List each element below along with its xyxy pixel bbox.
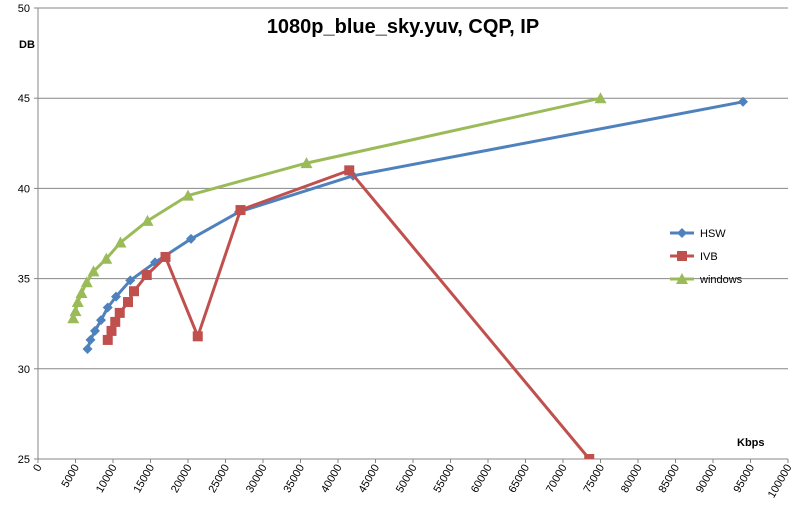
point-windows (182, 189, 194, 201)
point-hsw (111, 291, 121, 302)
point-hsw (82, 343, 93, 354)
point-hsw (96, 315, 106, 326)
x-tick-label: 60000 (469, 463, 495, 495)
point-ivb (114, 307, 125, 318)
x-tick-label: 30000 (244, 463, 270, 495)
point-windows (67, 312, 80, 324)
x-axis-label: Kbps (737, 437, 765, 449)
x-tick-label: 35000 (281, 463, 307, 495)
x-tick-label: 75000 (581, 463, 607, 495)
point-ivb (123, 297, 133, 308)
point-ivb (160, 251, 171, 262)
y-tick-labels: 25 30 35 40 45 50 (18, 3, 30, 466)
x-tick-label: 10000 (94, 463, 120, 495)
point-windows (71, 296, 84, 308)
y-tick-label: 45 (18, 93, 30, 105)
point-windows (594, 92, 607, 104)
x-tick-labels: 0 5000 10000 15000 20000 25000 30000 35000 40000… (31, 463, 794, 501)
gridlines (34, 7, 788, 460)
x-tick-label: 0 (31, 463, 44, 474)
x-tick-label: 85000 (656, 463, 682, 495)
x-tick-label: 50000 (394, 463, 420, 495)
y-tick-label: 35 (18, 274, 30, 286)
point-hsw (186, 233, 196, 244)
point-windows (141, 214, 154, 226)
legend-item-windows: windows (670, 273, 743, 286)
series-ivb (102, 165, 595, 459)
point-ivb (344, 165, 355, 176)
point-ivb (141, 269, 152, 280)
x-tick-label: 95000 (731, 463, 757, 495)
point-hsw (125, 275, 136, 286)
point-hsw (85, 334, 96, 345)
x-tick-label: 15000 (131, 463, 157, 495)
x-tick-label: 70000 (544, 463, 570, 495)
point-ivb (584, 454, 595, 459)
x-tick-label: 90000 (694, 463, 720, 495)
point-ivb (235, 205, 246, 216)
legend: HSW IVB windows (670, 228, 743, 286)
x-tick-label: 55000 (431, 463, 457, 495)
legend-marker-hsw (677, 228, 687, 238)
y-tick-label: 25 (18, 454, 30, 466)
legend-marker-windows (676, 273, 688, 284)
y-tick-label: 50 (18, 3, 30, 15)
point-windows (87, 265, 100, 277)
legend-marker-ivb (677, 251, 687, 261)
point-hsw (90, 325, 100, 336)
x-tick-label: 45000 (356, 463, 382, 495)
series-hsw (82, 96, 748, 354)
x-tick-label: 100000 (766, 463, 795, 501)
point-ivb (110, 316, 121, 327)
point-windows (75, 287, 88, 299)
x-tick-label: 25000 (206, 463, 232, 495)
x-tick-label: 65000 (506, 463, 532, 495)
point-windows (300, 157, 313, 169)
point-ivb (192, 331, 203, 342)
legend-item-ivb: IVB (670, 251, 718, 263)
chart-title: 1080p_blue_sky.yuv, CQP, IP (267, 16, 539, 38)
axes (37, 8, 789, 463)
y-axis-label: DB (19, 39, 35, 51)
point-hsw (738, 96, 748, 107)
y-tick-label: 40 (18, 183, 30, 195)
x-tick-label: 5000 (59, 463, 82, 490)
x-tick-label: 20000 (169, 463, 195, 495)
point-hsw (102, 302, 113, 313)
legend-item-hsw: HSW (670, 228, 726, 240)
legend-label-ivb: IVB (700, 251, 718, 263)
legend-label-hsw: HSW (700, 228, 726, 240)
point-windows (69, 305, 82, 317)
point-windows (100, 252, 113, 264)
legend-label-windows: windows (699, 274, 743, 286)
point-windows (80, 276, 93, 288)
series-line-ivb (106, 168, 591, 459)
point-ivb (102, 334, 113, 345)
series-line-windows (71, 96, 601, 319)
point-ivb (129, 286, 139, 297)
series-windows (67, 92, 607, 324)
point-windows (114, 236, 127, 248)
series-group (67, 92, 748, 459)
point-ivb (106, 325, 117, 336)
y-tick-label: 30 (18, 364, 30, 376)
x-tick-label: 40000 (319, 463, 345, 495)
x-tick-label: 80000 (619, 463, 645, 495)
